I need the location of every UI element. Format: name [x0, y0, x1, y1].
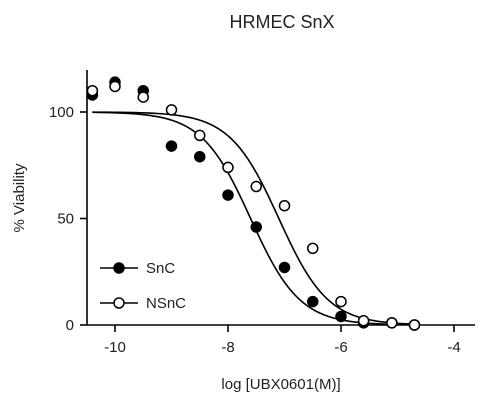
x-axis-label: log [UBX0601(M)]	[221, 376, 340, 393]
data-point-nsnc	[86, 84, 99, 97]
data-point-nsnc	[194, 129, 206, 142]
legend-item-nsnc: NSnC	[100, 295, 186, 312]
y-tick-label: 100	[49, 104, 74, 121]
y-axis-label: % Viability	[11, 163, 28, 232]
y-tick-label: 50	[57, 211, 74, 228]
legend-label-nsnc: NSnC	[146, 295, 186, 312]
fit-curve-nsnc	[92, 111, 415, 325]
data-point-snc	[307, 295, 319, 308]
data-point-nsnc	[386, 317, 398, 329]
chart-title: HRMEC SnX	[229, 12, 334, 32]
data-point-snc	[194, 150, 206, 163]
data-point-nsnc	[109, 80, 121, 93]
data-point-nsnc	[137, 91, 149, 103]
x-tick-label: -8	[221, 339, 234, 356]
legend: SnC NSnC	[100, 260, 186, 312]
data-point-snc	[222, 189, 234, 201]
legend-marker-nsnc	[113, 297, 125, 309]
data-point-snc	[278, 261, 291, 274]
data-point-snc	[250, 221, 262, 233]
legend-label-snc: SnC	[146, 260, 175, 277]
ticks: -10 -8 -6 -4 0 50 100	[49, 104, 461, 356]
y-tick-label: 0	[66, 317, 74, 334]
data-point-nsnc	[250, 180, 262, 193]
data-point-snc	[335, 310, 347, 323]
data-point-nsnc	[357, 314, 370, 327]
data-point-nsnc	[335, 295, 347, 308]
data-point-nsnc	[408, 319, 421, 331]
data-point-nsnc	[307, 242, 319, 255]
data-point-nsnc	[222, 161, 234, 174]
x-tick-label: -10	[104, 339, 126, 356]
data-point-nsnc	[165, 104, 178, 116]
data-points	[86, 76, 421, 331]
data-point-nsnc	[278, 199, 291, 212]
data-point-snc	[165, 140, 178, 152]
plot-area: -10 -8 -6 -4 0 50 100	[49, 70, 475, 356]
legend-marker-snc	[113, 262, 125, 274]
x-tick-label: -4	[447, 339, 460, 356]
legend-item-snc: SnC	[100, 260, 175, 277]
fit-curve-snc	[92, 111, 415, 326]
x-tick-label: -6	[334, 339, 347, 356]
fit-curves	[92, 111, 415, 326]
